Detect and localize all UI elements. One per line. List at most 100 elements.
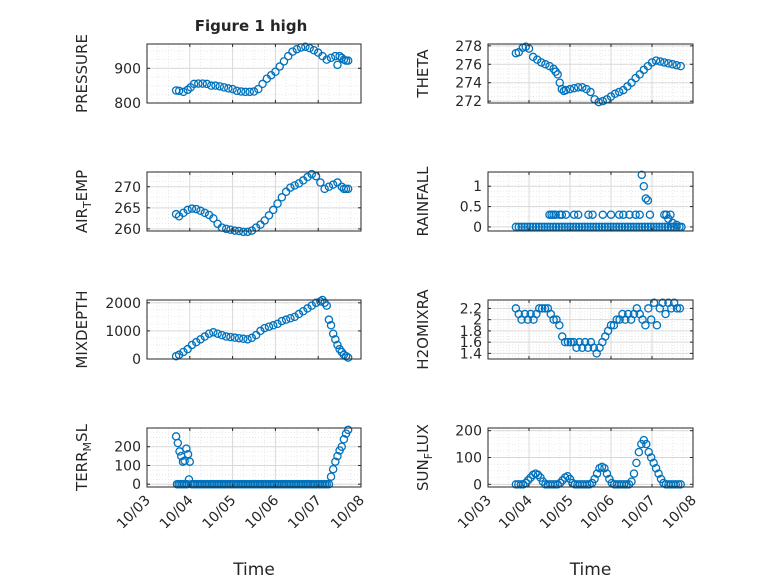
data-point: [631, 210, 640, 219]
data-point: [343, 56, 353, 65]
data-point: [644, 304, 653, 313]
data-point: [590, 474, 599, 484]
x-tick-label: 10/03: [455, 493, 495, 533]
data-point: [226, 332, 235, 342]
data-point: [563, 472, 572, 481]
data-point: [224, 84, 233, 93]
data-point: [333, 178, 342, 187]
data-point: [264, 211, 274, 220]
data-point: [549, 315, 558, 324]
y-tick-label: 2.2: [460, 301, 482, 317]
data-point: [666, 210, 675, 219]
data-point: [307, 169, 317, 179]
data-point: [191, 204, 201, 214]
y-tick-label: 270: [114, 180, 141, 196]
axes-frame: [146, 171, 362, 232]
data-point: [277, 193, 287, 202]
data-point: [184, 475, 194, 484]
data-point: [619, 480, 629, 489]
data-point: [646, 315, 656, 324]
data-point: [551, 210, 560, 219]
data-point: [281, 315, 291, 324]
data-point: [584, 210, 593, 219]
data-point: [234, 333, 244, 343]
data-point: [331, 457, 340, 466]
data-point: [649, 458, 658, 468]
data-point: [337, 442, 346, 451]
data-point: [215, 82, 225, 91]
data-point: [673, 480, 683, 489]
data-point: [209, 328, 218, 337]
data-point: [635, 210, 644, 219]
data-point: [569, 210, 579, 219]
data-point: [316, 297, 325, 306]
data-point: [290, 312, 299, 322]
data-point: [269, 321, 278, 330]
data-point: [646, 453, 656, 462]
data-point: [320, 184, 329, 194]
data-point: [658, 298, 667, 308]
data-point: [672, 60, 681, 70]
data-point: [632, 458, 641, 468]
axes-frame: [146, 299, 362, 360]
x-tick-label: 10/05: [537, 493, 577, 533]
subplot-pressure: 800 900 PRESSURE: [73, 34, 362, 113]
data-point: [573, 210, 583, 219]
data-point: [185, 457, 195, 466]
data-point: [586, 87, 595, 97]
y-tick-label: 0.5: [460, 200, 482, 216]
y-tick-label: 278: [455, 39, 482, 55]
data-point: [592, 469, 602, 478]
data-point: [341, 351, 351, 361]
axes-frame: [487, 299, 694, 360]
data-point: [671, 480, 681, 489]
data-point: [179, 347, 188, 357]
data-point: [247, 333, 257, 343]
y-tick-label: 800: [114, 96, 141, 112]
y-tick-label: 274: [455, 76, 482, 92]
data-point: [553, 70, 562, 79]
data-point: [292, 44, 302, 54]
x-tick-label: 10/06: [578, 492, 618, 532]
data-point: [588, 210, 597, 219]
y-tick-label: 276: [455, 57, 482, 73]
data-point: [307, 301, 317, 310]
axes-frame: [487, 171, 694, 232]
data-point: [256, 220, 265, 229]
data-point: [643, 196, 653, 205]
data-point: [343, 353, 353, 362]
y-tick-label: 1000: [105, 324, 141, 340]
data-point: [641, 194, 651, 203]
data-point: [660, 58, 669, 67]
subplot-rainfall: 0 0.5 1 RAINFALL: [414, 166, 694, 236]
data-point: [326, 472, 336, 481]
data-point: [324, 479, 334, 489]
data-point: [550, 480, 560, 489]
y-axis-label: TERRMSL: [73, 423, 94, 492]
data-point: [196, 335, 205, 344]
x-tick-label: 10/07: [619, 493, 659, 533]
data-point: [343, 184, 353, 194]
y-tick-label: 1.6: [460, 335, 482, 351]
data-point: [182, 444, 191, 453]
data-point: [239, 227, 248, 237]
subplot-air_temp: 260 265 270 AIRTEMP: [73, 169, 362, 238]
data-point: [228, 84, 237, 94]
data-point: [676, 480, 685, 489]
data-point: [672, 304, 682, 313]
data-point: [202, 79, 212, 89]
data-point: [560, 337, 570, 347]
data-point: [672, 220, 681, 230]
data-point: [279, 57, 289, 66]
data-point: [339, 350, 349, 360]
data-point: [183, 449, 193, 459]
data-point: [245, 87, 254, 97]
data-point: [258, 79, 267, 89]
y-axis-label: H2OMIXRA: [414, 289, 432, 370]
data-point: [328, 180, 338, 189]
data-point: [578, 83, 587, 92]
data-point: [183, 205, 192, 215]
data-point: [271, 67, 280, 77]
data-point: [339, 434, 349, 444]
data-point: [594, 97, 603, 107]
